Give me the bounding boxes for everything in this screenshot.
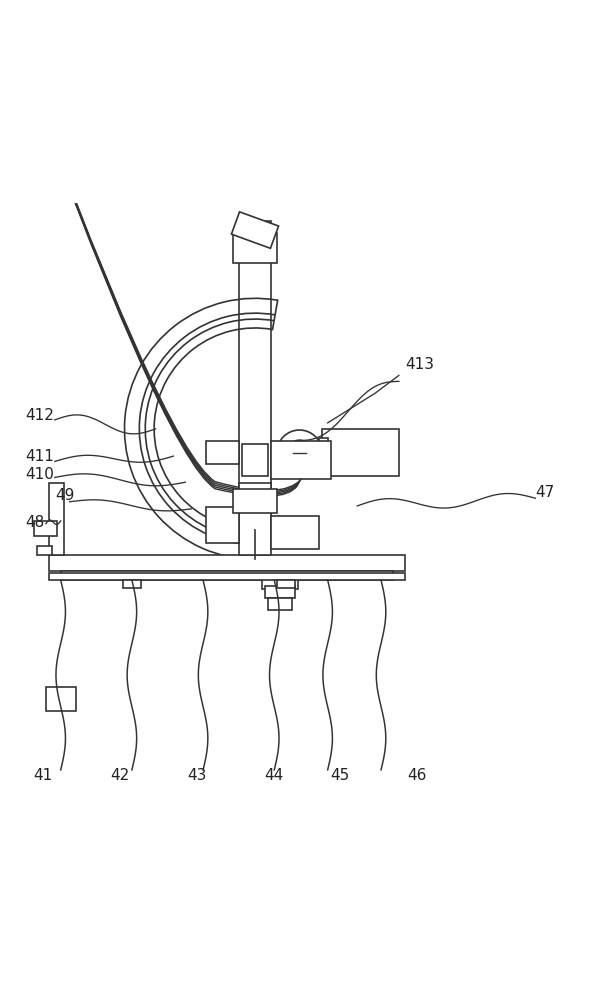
Bar	[268, 598, 292, 610]
Text: 49: 49	[55, 488, 74, 503]
Bar	[49, 555, 405, 571]
Text: 411: 411	[25, 449, 54, 464]
Bar	[322, 429, 399, 476]
Bar	[233, 233, 277, 263]
Text: 412: 412	[25, 408, 54, 423]
Bar	[37, 546, 52, 555]
Bar	[49, 483, 64, 555]
Bar	[206, 441, 238, 464]
Bar	[241, 444, 268, 476]
Text: 47: 47	[535, 485, 554, 500]
Bar	[46, 687, 76, 711]
Text: 48: 48	[25, 515, 44, 530]
Bar	[34, 521, 57, 536]
Text: 43: 43	[188, 768, 207, 783]
Text: 45: 45	[330, 768, 349, 783]
Bar	[61, 571, 393, 580]
Text: 410: 410	[25, 467, 54, 482]
Bar	[319, 438, 328, 467]
Bar	[238, 483, 271, 555]
Bar	[271, 441, 331, 479]
Text: 42: 42	[110, 768, 130, 783]
Circle shape	[277, 430, 322, 475]
Text: 46: 46	[407, 768, 426, 783]
Text: 44: 44	[265, 768, 284, 783]
Text: 41: 41	[33, 768, 52, 783]
Text: 413: 413	[405, 357, 434, 372]
Bar	[262, 574, 298, 589]
Circle shape	[287, 440, 312, 465]
Bar	[277, 580, 295, 588]
Polygon shape	[231, 212, 278, 248]
Bar	[123, 580, 141, 588]
Bar	[238, 221, 271, 530]
Bar	[49, 573, 405, 580]
Bar	[206, 507, 238, 543]
Bar	[271, 516, 319, 549]
Bar	[265, 586, 295, 598]
Bar	[233, 489, 277, 513]
